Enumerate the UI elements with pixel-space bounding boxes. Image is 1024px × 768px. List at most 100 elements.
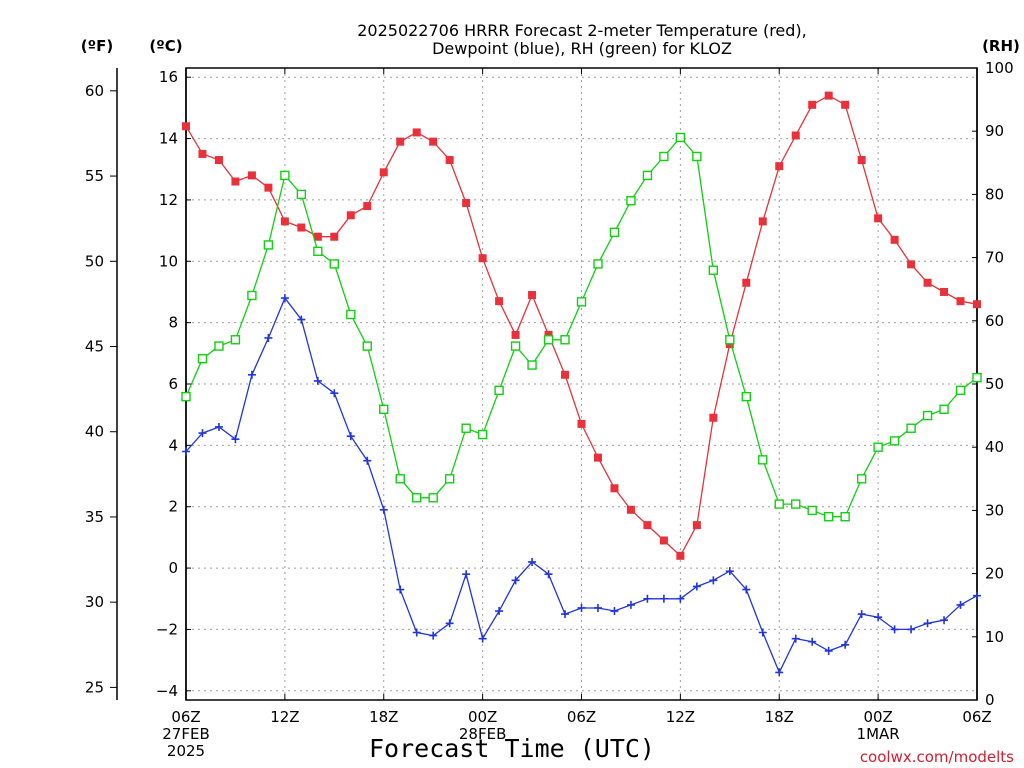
fahrenheit-tick-label: 45 (85, 338, 104, 356)
temperature-point (561, 370, 570, 379)
rh-point (906, 423, 916, 433)
temperature-point (890, 235, 899, 244)
rh-point (362, 341, 372, 351)
dewpoint-point (396, 585, 405, 594)
rh-tick-label: 30 (985, 501, 1004, 519)
dewpoint-point (412, 628, 421, 637)
dewpoint-point (659, 594, 668, 603)
temperature-point (577, 419, 586, 428)
temperature-point (214, 156, 223, 165)
x-tick-label: 18Z (369, 708, 398, 726)
dewpoint-point (214, 422, 223, 431)
rh-point (972, 372, 982, 383)
dewpoint-point (874, 613, 883, 622)
fahrenheit-tick-label: 55 (85, 167, 104, 185)
x-tick-label: 12Z (666, 708, 695, 726)
dewpoint-point (231, 435, 240, 444)
rh-point (444, 474, 455, 484)
rh-point (313, 246, 323, 256)
celsius-tick-label: 4 (168, 436, 178, 454)
dewpoint-point (445, 619, 454, 628)
temperature-point (363, 202, 372, 211)
dewpoint-point (841, 640, 850, 649)
celsius-tick-label: 8 (168, 314, 178, 332)
dewpoint-point (346, 432, 355, 441)
rh-point (428, 493, 438, 503)
rh-point (725, 335, 735, 345)
x-tick-label: 00Z (468, 708, 497, 726)
rh-tick-label: 40 (985, 438, 1004, 456)
temperature-point (297, 223, 306, 232)
dewpoint-point (626, 600, 635, 609)
temperature-point (610, 484, 619, 493)
rh-point (181, 391, 191, 402)
dewpoint-point (247, 370, 256, 379)
rh-point (247, 290, 257, 301)
dewpoint-point (313, 376, 322, 385)
temperature-point (231, 177, 240, 186)
rh-point (263, 240, 274, 250)
temperature-point (412, 128, 421, 137)
rh-point (214, 341, 224, 351)
celsius-unit-label: (ºC) (149, 37, 182, 55)
rh-point (642, 170, 653, 181)
dewpoint-point (544, 570, 553, 579)
rh-tick-label: 20 (985, 565, 1004, 583)
x-tick-label: 00Z (863, 708, 892, 726)
rh-point (346, 309, 356, 320)
fahrenheit-tick-label: 40 (85, 423, 104, 441)
rh-point (708, 265, 719, 275)
temperature-point (676, 551, 685, 560)
fahrenheit-tick-label: 30 (85, 593, 104, 611)
temperature-point (593, 453, 602, 462)
dewpoint-point (363, 456, 372, 465)
x-tick-label: 06Z (962, 708, 991, 726)
temperature-point (396, 137, 405, 146)
credit-link[interactable]: coolwx.com/modelts (860, 748, 1014, 766)
rh-point (593, 259, 603, 269)
rh-tick-label: 10 (985, 628, 1004, 646)
rh-point (626, 196, 636, 206)
rh-point (823, 512, 834, 522)
temperature-point (330, 232, 339, 241)
temperature-point (940, 287, 949, 296)
temperature-point (528, 291, 537, 300)
x-tick-label: 28FEB (459, 725, 506, 743)
temperature-point (874, 214, 883, 223)
temperature-point (973, 300, 981, 309)
fahrenheit-tick-label: 50 (85, 252, 104, 270)
rh-point (922, 410, 933, 421)
dewpoint-point (429, 631, 438, 640)
dewpoint-point (561, 610, 570, 619)
dewpoint-point (923, 619, 932, 628)
dewpoint-point (264, 333, 273, 342)
rh-point (955, 385, 966, 396)
dewpoint-point (198, 429, 207, 438)
dewpoint-point (511, 576, 520, 585)
dewpoint-point (907, 625, 916, 634)
temperature-point (857, 156, 866, 165)
rh-tick-label: 100 (985, 59, 1014, 77)
temperature-point (626, 505, 635, 514)
fahrenheit-unit-label: (ºF) (81, 37, 113, 55)
temperature-point (379, 168, 388, 177)
temperature-point (742, 278, 751, 287)
temperature-point (198, 149, 207, 158)
rh-tick-label: 0 (985, 691, 995, 709)
rh-point (692, 151, 702, 162)
temperature-point (429, 137, 438, 146)
dewpoint-point (725, 567, 734, 576)
temperature-point (247, 171, 256, 180)
rh-point (576, 297, 587, 307)
temperature-point (956, 297, 965, 306)
x-axis-label: Forecast Time (UTC) (369, 734, 655, 763)
temperature-point (841, 100, 850, 109)
rh-point (791, 499, 801, 509)
dewpoint-point (610, 607, 619, 616)
dewpoint-point (808, 637, 817, 646)
dewpoint-point (643, 594, 652, 603)
dewpoint-point (577, 603, 586, 612)
temperature-point (182, 122, 190, 131)
rh-point (510, 341, 521, 351)
dewpoint-point (973, 591, 981, 600)
